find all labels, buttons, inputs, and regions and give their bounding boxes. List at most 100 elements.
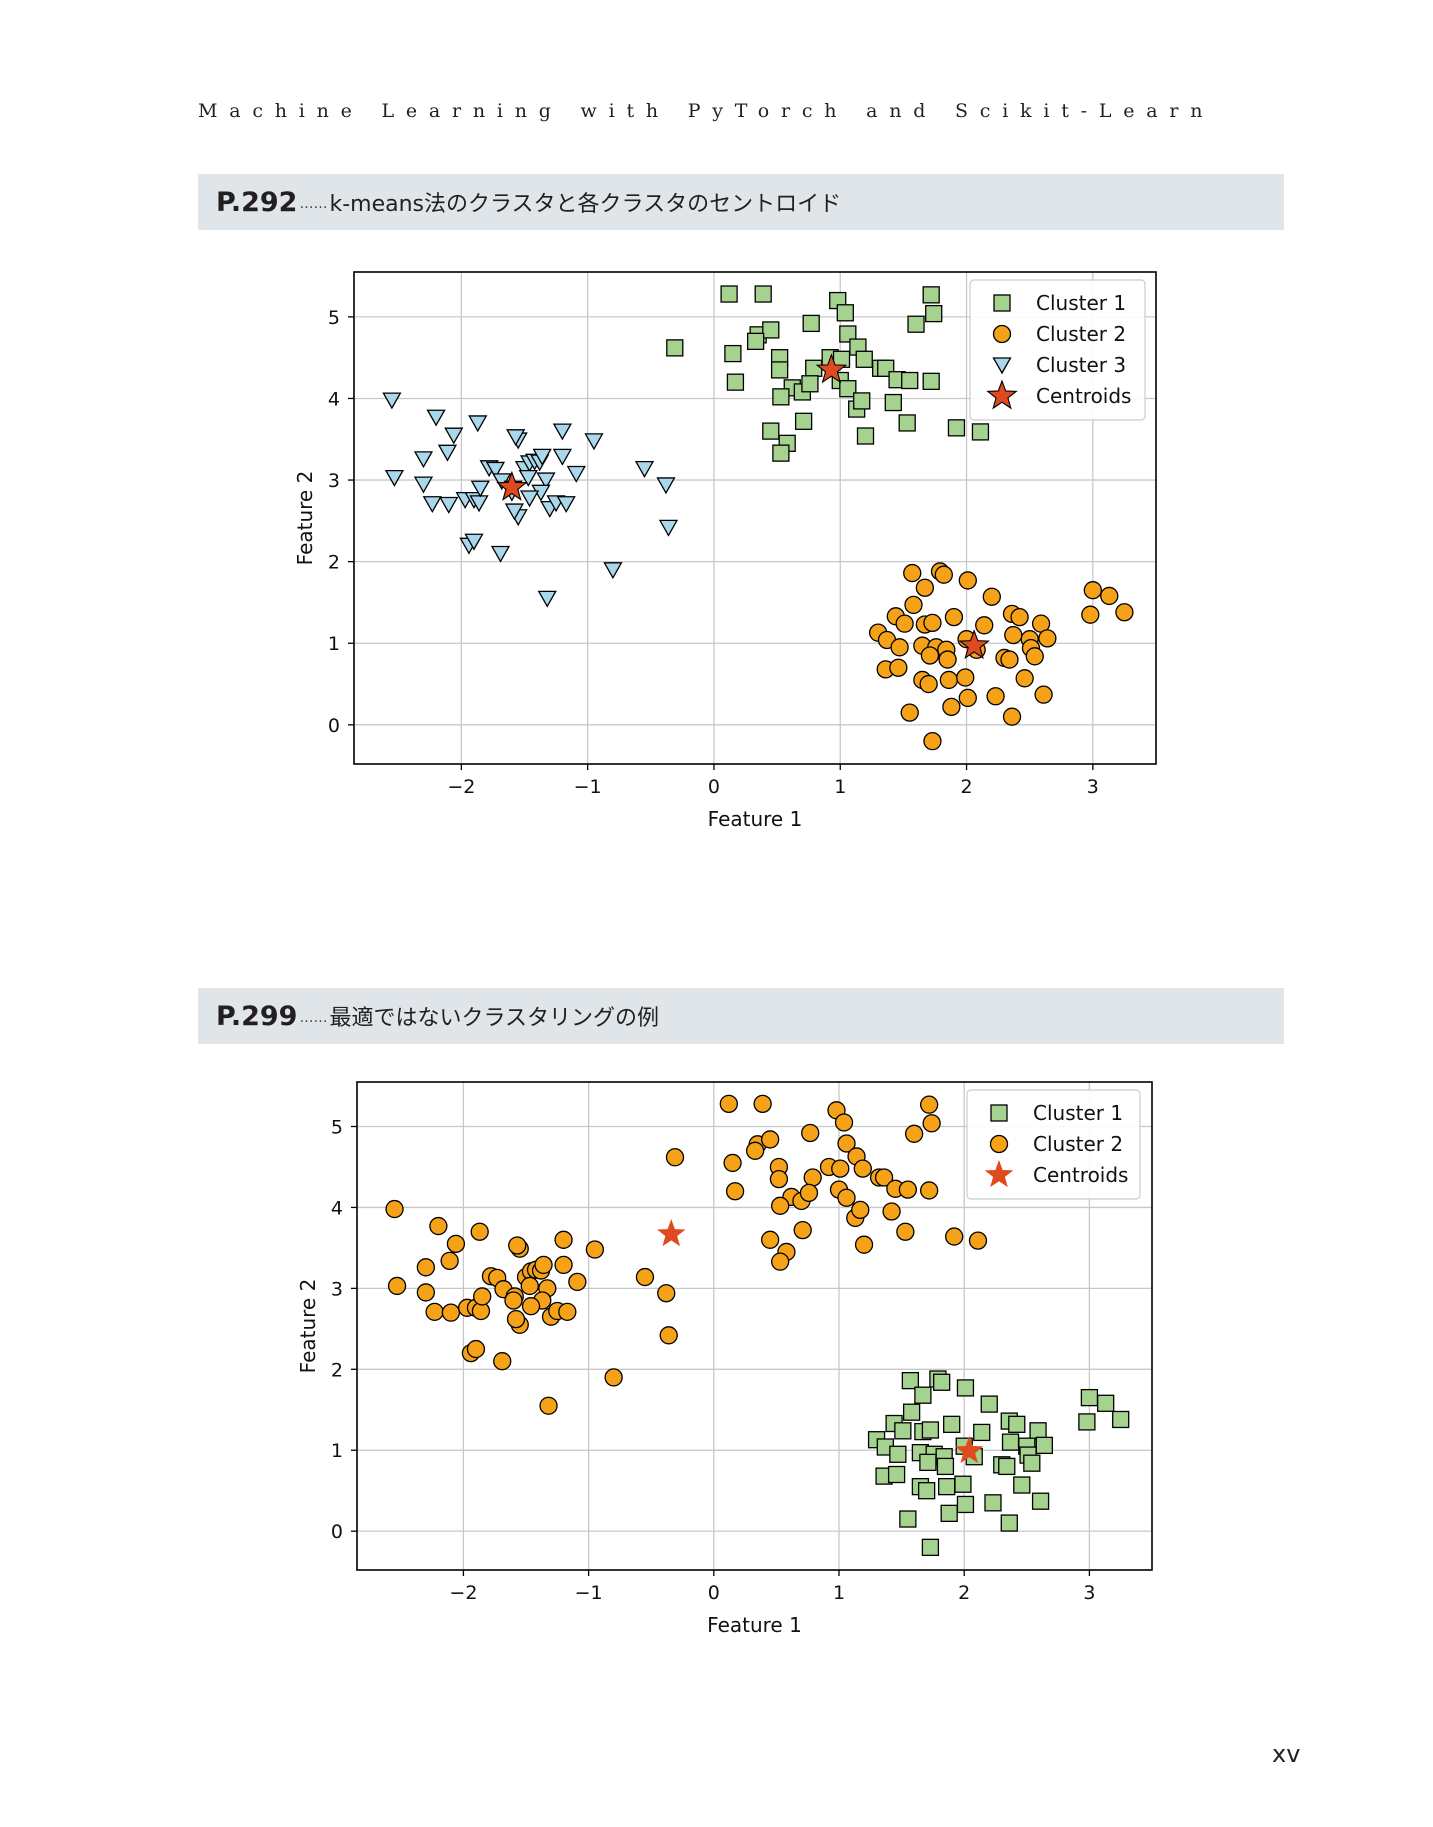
data-point bbox=[1013, 1476, 1031, 1494]
data-point bbox=[919, 1181, 939, 1200]
data-point bbox=[657, 1284, 676, 1303]
data-point bbox=[772, 444, 790, 462]
data-point bbox=[464, 533, 484, 551]
data-point bbox=[956, 1495, 975, 1514]
legend: Cluster 1 Cluster 2 Cluster 3 Centroids bbox=[969, 279, 1146, 421]
y-tick-label: 5 bbox=[328, 307, 340, 329]
data-point bbox=[1010, 607, 1029, 627]
legend-entry: Centroids bbox=[986, 379, 1131, 410]
data-point bbox=[473, 1287, 492, 1306]
x-tick-label: 2 bbox=[961, 776, 973, 798]
legend-label: Cluster 2 bbox=[1036, 322, 1126, 346]
data-point bbox=[920, 646, 940, 665]
data-point bbox=[901, 1371, 920, 1390]
data-point bbox=[554, 1230, 573, 1249]
y-tick-label: 4 bbox=[328, 388, 340, 410]
centroid-marker bbox=[496, 470, 528, 501]
y-tick-label: 5 bbox=[331, 1117, 343, 1139]
page-reference: P.299 bbox=[216, 1000, 298, 1032]
data-point bbox=[1081, 605, 1100, 624]
data-point bbox=[520, 1276, 539, 1296]
page-number: xv bbox=[1272, 1740, 1301, 1768]
data-point bbox=[956, 1379, 975, 1397]
data-point bbox=[947, 419, 966, 437]
data-point bbox=[802, 314, 820, 333]
data-point bbox=[836, 304, 854, 322]
section-caption: k-means法のクラスタと各クラスタのセントロイド bbox=[329, 192, 842, 217]
data-point bbox=[803, 1168, 822, 1187]
y-axis-label: Feature 2 bbox=[296, 1279, 320, 1374]
data-point bbox=[385, 1199, 404, 1219]
data-points bbox=[385, 1094, 1130, 1556]
data-point bbox=[938, 1477, 956, 1496]
data-point bbox=[1031, 1492, 1050, 1510]
data-point bbox=[468, 415, 488, 433]
legend-marker bbox=[989, 1134, 1009, 1154]
data-point bbox=[518, 469, 538, 487]
y-tick-label: 1 bbox=[328, 633, 340, 655]
legend-marker bbox=[986, 379, 1018, 410]
legend-entry: Cluster 1 bbox=[993, 291, 1126, 315]
data-point bbox=[1034, 685, 1053, 704]
data-point bbox=[725, 1182, 745, 1201]
data-point bbox=[855, 350, 873, 368]
x-tick-label: 1 bbox=[834, 776, 846, 798]
data-point bbox=[922, 372, 940, 390]
data-point bbox=[534, 1255, 553, 1275]
series-cluster-1 bbox=[867, 1370, 1130, 1556]
data-point bbox=[416, 1283, 436, 1302]
data-point bbox=[519, 490, 540, 508]
x-tick-label: −2 bbox=[447, 776, 475, 798]
data-point bbox=[900, 703, 919, 722]
y-tick-label: 0 bbox=[331, 1521, 343, 1543]
data-point bbox=[1004, 625, 1023, 645]
data-point bbox=[940, 1504, 958, 1522]
y-tick-label: 0 bbox=[328, 715, 340, 737]
x-tick-label: 0 bbox=[708, 776, 720, 798]
data-point bbox=[1097, 1394, 1115, 1412]
data-point bbox=[552, 423, 573, 441]
data-point bbox=[943, 1415, 961, 1433]
legend-label: Centroids bbox=[1033, 1163, 1128, 1187]
data-point bbox=[903, 563, 922, 583]
data-point bbox=[1000, 1514, 1018, 1532]
data-point bbox=[658, 519, 679, 537]
data-point bbox=[469, 495, 489, 513]
data-point bbox=[493, 1352, 512, 1371]
legend-label: Cluster 1 bbox=[1036, 291, 1126, 315]
data-point bbox=[1029, 1422, 1047, 1440]
data-point bbox=[1112, 1410, 1130, 1429]
series-cluster-1 bbox=[666, 285, 990, 462]
legend-marker bbox=[984, 1160, 1014, 1188]
data-point bbox=[441, 1303, 461, 1322]
x-axis-label: Feature 1 bbox=[708, 807, 803, 831]
data-point bbox=[1115, 603, 1134, 622]
legend-label: Cluster 3 bbox=[1036, 353, 1126, 377]
legend-marker bbox=[992, 357, 1012, 375]
legend-entry: Cluster 1 bbox=[990, 1101, 1123, 1125]
running-head: Machine Learning with PyTorch and Scikit… bbox=[198, 100, 1215, 122]
data-point bbox=[437, 444, 458, 462]
data-point bbox=[934, 565, 953, 584]
legend-marker bbox=[990, 1104, 1008, 1122]
data-point bbox=[958, 571, 977, 590]
data-point bbox=[753, 1094, 772, 1114]
data-points bbox=[382, 285, 1134, 751]
data-point bbox=[904, 1124, 924, 1143]
data-point bbox=[837, 1134, 856, 1153]
data-point bbox=[890, 638, 909, 657]
data-point bbox=[889, 658, 908, 677]
data-point bbox=[907, 315, 925, 333]
data-point bbox=[831, 1159, 850, 1178]
data-point bbox=[854, 1235, 874, 1254]
data-point bbox=[506, 429, 526, 447]
data-point bbox=[426, 409, 446, 427]
data-point bbox=[851, 1200, 870, 1220]
x-tick-label: 2 bbox=[958, 1582, 970, 1604]
data-point bbox=[1083, 581, 1103, 600]
data-point bbox=[1015, 669, 1034, 688]
data-point bbox=[665, 1148, 685, 1167]
data-point bbox=[1100, 586, 1119, 606]
data-point bbox=[422, 496, 442, 514]
data-point bbox=[919, 1095, 939, 1114]
